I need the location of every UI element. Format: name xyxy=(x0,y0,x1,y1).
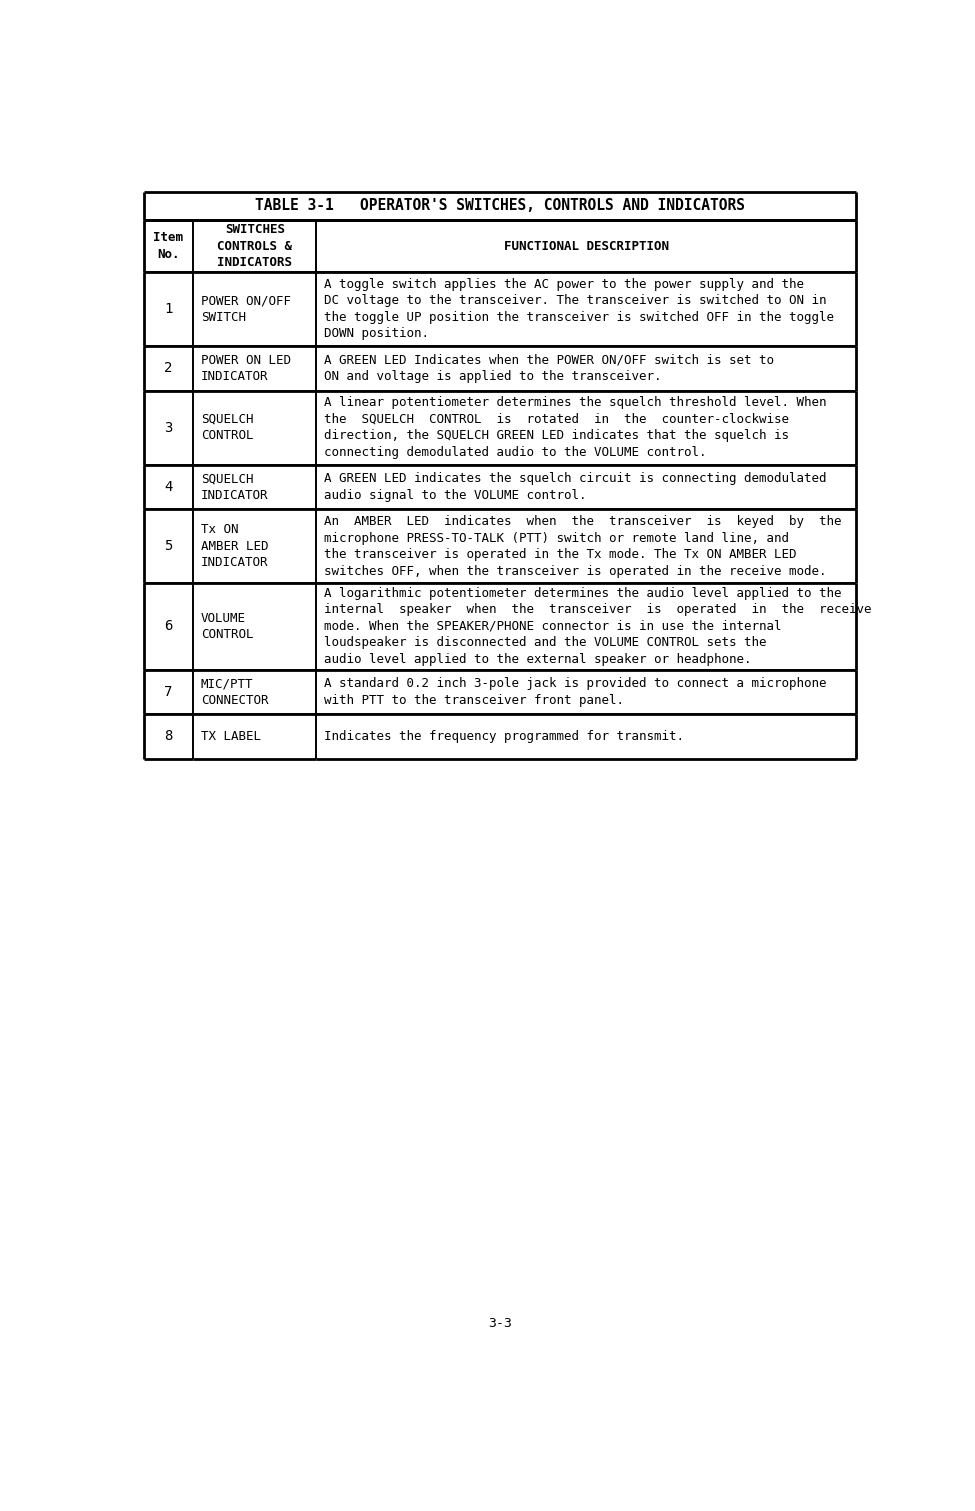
Text: 4: 4 xyxy=(164,480,173,494)
Text: A logarithmic potentiometer determines the audio level applied to the
internal  : A logarithmic potentiometer determines t… xyxy=(324,586,872,666)
Text: SWITCHES
CONTROLS &
INDICATORS: SWITCHES CONTROLS & INDICATORS xyxy=(217,224,292,269)
Text: POWER ON LED
INDICATOR: POWER ON LED INDICATOR xyxy=(201,354,291,384)
Text: TABLE 3-1   OPERATOR'S SWITCHES, CONTROLS AND INDICATORS: TABLE 3-1 OPERATOR'S SWITCHES, CONTROLS … xyxy=(254,198,745,213)
Text: 3: 3 xyxy=(164,420,173,435)
Text: TX LABEL: TX LABEL xyxy=(201,730,261,743)
Text: POWER ON/OFF
SWITCH: POWER ON/OFF SWITCH xyxy=(201,295,291,323)
Text: VOLUME
CONTROL: VOLUME CONTROL xyxy=(201,612,254,641)
Text: SQUELCH
INDICATOR: SQUELCH INDICATOR xyxy=(201,473,268,502)
Text: FUNCTIONAL DESCRIPTION: FUNCTIONAL DESCRIPTION xyxy=(504,240,669,252)
Text: A GREEN LED indicates the squelch circuit is connecting demodulated
audio signal: A GREEN LED indicates the squelch circui… xyxy=(324,473,827,502)
Text: An  AMBER  LED  indicates  when  the  transceiver  is  keyed  by  the
microphone: An AMBER LED indicates when the transcei… xyxy=(324,515,841,577)
Text: 1: 1 xyxy=(164,302,173,316)
Text: 7: 7 xyxy=(164,684,173,698)
Text: A toggle switch applies the AC power to the power supply and the
DC voltage to t: A toggle switch applies the AC power to … xyxy=(324,278,835,340)
Text: 6: 6 xyxy=(164,620,173,633)
Text: Item
No.: Item No. xyxy=(153,231,183,261)
Text: A linear potentiometer determines the squelch threshold level. When
the  SQUELCH: A linear potentiometer determines the sq… xyxy=(324,396,827,459)
Text: 5: 5 xyxy=(164,539,173,553)
Text: 3-3: 3-3 xyxy=(488,1316,512,1330)
Text: Indicates the frequency programmed for transmit.: Indicates the frequency programmed for t… xyxy=(324,730,684,743)
Text: 8: 8 xyxy=(164,730,173,743)
Text: 2: 2 xyxy=(164,361,173,375)
Text: A standard 0.2 inch 3-pole jack is provided to connect a microphone
with PTT to : A standard 0.2 inch 3-pole jack is provi… xyxy=(324,677,827,707)
Text: Tx ON
AMBER LED
INDICATOR: Tx ON AMBER LED INDICATOR xyxy=(201,523,268,570)
Text: SQUELCH
CONTROL: SQUELCH CONTROL xyxy=(201,413,254,443)
Text: A GREEN LED Indicates when the POWER ON/OFF switch is set to
ON and voltage is a: A GREEN LED Indicates when the POWER ON/… xyxy=(324,354,774,384)
Text: MIC/PTT
CONNECTOR: MIC/PTT CONNECTOR xyxy=(201,677,268,707)
